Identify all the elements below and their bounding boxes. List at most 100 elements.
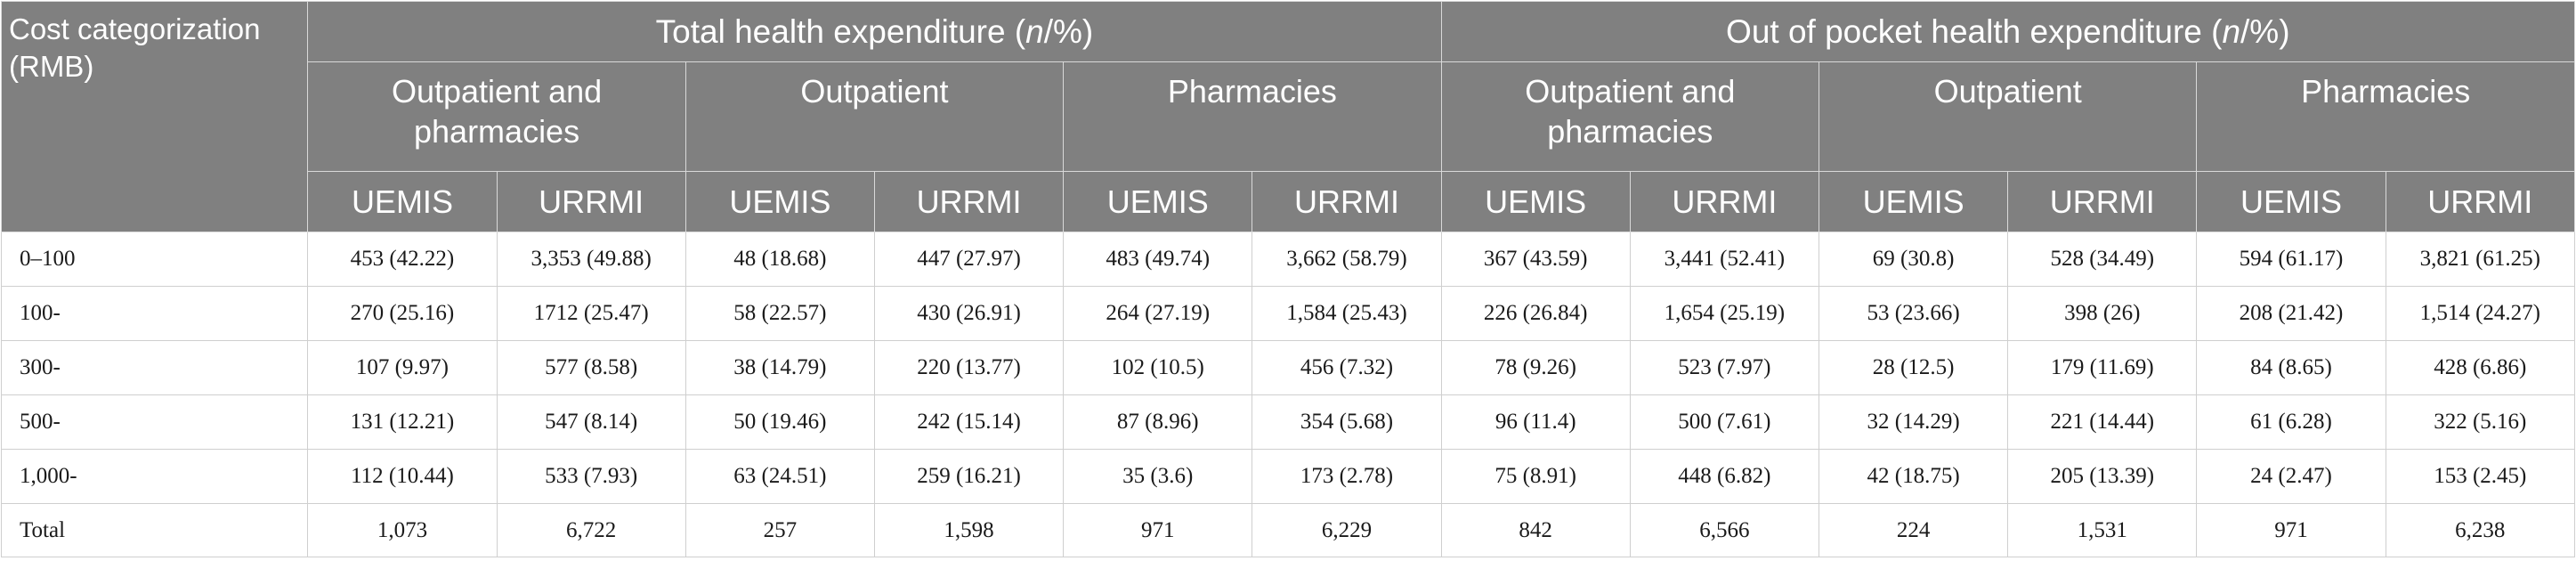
table-cell: 594 (61.17) (2196, 232, 2386, 287)
table-row: 300- 107 (9.97) 577 (8.58) 38 (14.79) 220 (1… (0, 340, 2576, 395)
group-header-out-of-pocket: Out of pocket health expenditure (n/%) (1440, 1, 2576, 62)
table-cell: 173 (2.78) (1252, 449, 1442, 504)
table-cell: 179 (11.69) (2007, 340, 2198, 395)
table-cell: 1,514 (24.27) (2385, 286, 2576, 341)
row-label: 0–100 (0, 232, 309, 287)
insurance-header: URRMI (873, 171, 1065, 232)
insurance-header: UEMIS (685, 171, 875, 232)
table-cell: 131 (12.21) (307, 394, 498, 450)
table-cell: 6,229 (1252, 503, 1442, 557)
table-cell: 6,566 (1629, 503, 1819, 557)
table-cell: 453 (42.22) (307, 232, 498, 287)
corner-header: Cost categorization (RMB) (0, 1, 309, 232)
table-cell: 259 (16.21) (873, 449, 1065, 504)
insurance-header: URRMI (496, 171, 686, 232)
subgroup-header: Pharmacies (2196, 61, 2575, 172)
table-cell: 224 (1818, 503, 2009, 557)
insurance-header: URRMI (1252, 171, 1442, 232)
table-cell: 3,353 (49.88) (496, 232, 686, 287)
table-cell: 3,821 (61.25) (2385, 232, 2576, 287)
insurance-header: UEMIS (307, 171, 498, 232)
table-cell: 367 (43.59) (1440, 232, 1631, 287)
insurance-header: UEMIS (1818, 171, 2009, 232)
table-row: 100- 270 (25.16) 1712 (25.47) 58 (22.57) 430… (0, 286, 2576, 341)
table-cell: 523 (7.97) (1629, 340, 1819, 395)
table-cell: 398 (26) (2007, 286, 2198, 341)
table-row: 500- 131 (12.21) 547 (8.14) 50 (19.46) 242 (… (0, 394, 2576, 450)
table-cell: 69 (30.8) (1818, 232, 2009, 287)
expenditure-table: Cost categorization (RMB) Total health e… (0, 1, 2576, 557)
subgroup-header: Outpatient and pharmacies (307, 61, 686, 172)
table-cell: 208 (21.42) (2196, 286, 2386, 341)
table-cell: 1712 (25.47) (496, 286, 686, 341)
table-cell: 1,598 (873, 503, 1065, 557)
table-cell: 53 (23.66) (1818, 286, 2009, 341)
subgroup-header: Outpatient and pharmacies (1440, 61, 1819, 172)
table-cell: 107 (9.97) (307, 340, 498, 395)
table-cell: 32 (14.29) (1818, 394, 2009, 450)
table-cell: 61 (6.28) (2196, 394, 2386, 450)
subgroup-header: Pharmacies (1063, 61, 1442, 172)
table-cell: 528 (34.49) (2007, 232, 2198, 287)
table-cell: 38 (14.79) (685, 340, 875, 395)
table-cell: 58 (22.57) (685, 286, 875, 341)
table-cell: 1,531 (2007, 503, 2198, 557)
table-cell: 112 (10.44) (307, 449, 498, 504)
table-cell: 6,238 (2385, 503, 2576, 557)
table-cell: 428 (6.86) (2385, 340, 2576, 395)
row-label: 100- (0, 286, 309, 341)
table-cell: 96 (11.4) (1440, 394, 1631, 450)
row-label: 300- (0, 340, 309, 395)
table-cell: 220 (13.77) (873, 340, 1065, 395)
table-cell: 102 (10.5) (1063, 340, 1253, 395)
insurance-header: UEMIS (1440, 171, 1631, 232)
table-cell: 28 (12.5) (1818, 340, 2009, 395)
table-cell: 42 (18.75) (1818, 449, 2009, 504)
table-cell: 264 (27.19) (1063, 286, 1253, 341)
table-cell: 153 (2.45) (2385, 449, 2576, 504)
table-cell: 205 (13.39) (2007, 449, 2198, 504)
table-cell: 483 (49.74) (1063, 232, 1253, 287)
table-cell: 971 (1063, 503, 1253, 557)
insurance-header: UEMIS (1063, 171, 1253, 232)
table-cell: 1,073 (307, 503, 498, 557)
table-cell: 35 (3.6) (1063, 449, 1253, 504)
table-cell: 221 (14.44) (2007, 394, 2198, 450)
table-cell: 322 (5.16) (2385, 394, 2576, 450)
insurance-header: URRMI (2007, 171, 2198, 232)
table-cell: 226 (26.84) (1440, 286, 1631, 341)
table-cell: 1,654 (25.19) (1629, 286, 1819, 341)
table-cell: 448 (6.82) (1629, 449, 1819, 504)
table-cell: 1,584 (25.43) (1252, 286, 1442, 341)
table-cell: 6,722 (496, 503, 686, 557)
table-cell: 547 (8.14) (496, 394, 686, 450)
table-cell: 84 (8.65) (2196, 340, 2386, 395)
table-cell: 257 (685, 503, 875, 557)
table-cell: 842 (1440, 503, 1631, 557)
table-cell: 447 (27.97) (873, 232, 1065, 287)
group-header-total: Total health expenditure (n/%) (307, 1, 1442, 62)
table-cell: 63 (24.51) (685, 449, 875, 504)
table-cell: 500 (7.61) (1629, 394, 1819, 450)
table-cell: 456 (7.32) (1252, 340, 1442, 395)
table-cell: 354 (5.68) (1252, 394, 1442, 450)
subgroup-header: Outpatient (1818, 61, 2198, 172)
row-label: 1,000- (0, 449, 309, 504)
table-cell: 50 (19.46) (685, 394, 875, 450)
insurance-header: UEMIS (2196, 171, 2386, 232)
insurance-header: URRMI (2385, 171, 2576, 232)
table-body: 0–100 453 (42.22) 3,353 (49.88) 48 (18.68) 4… (0, 232, 2576, 557)
table-cell: 78 (9.26) (1440, 340, 1631, 395)
table-cell: 430 (26.91) (873, 286, 1065, 341)
table-cell: 242 (15.14) (873, 394, 1065, 450)
table-cell: 3,441 (52.41) (1629, 232, 1819, 287)
table-cell: 48 (18.68) (685, 232, 875, 287)
table-row: 0–100 453 (42.22) 3,353 (49.88) 48 (18.68) 4… (0, 232, 2576, 287)
insurance-header: URRMI (1629, 171, 1819, 232)
table-cell: 971 (2196, 503, 2386, 557)
table-cell: 3,662 (58.79) (1252, 232, 1442, 287)
table-cell: 577 (8.58) (496, 340, 686, 395)
table-cell: 24 (2.47) (2196, 449, 2386, 504)
table-cell: 533 (7.93) (496, 449, 686, 504)
table-cell: 270 (25.16) (307, 286, 498, 341)
